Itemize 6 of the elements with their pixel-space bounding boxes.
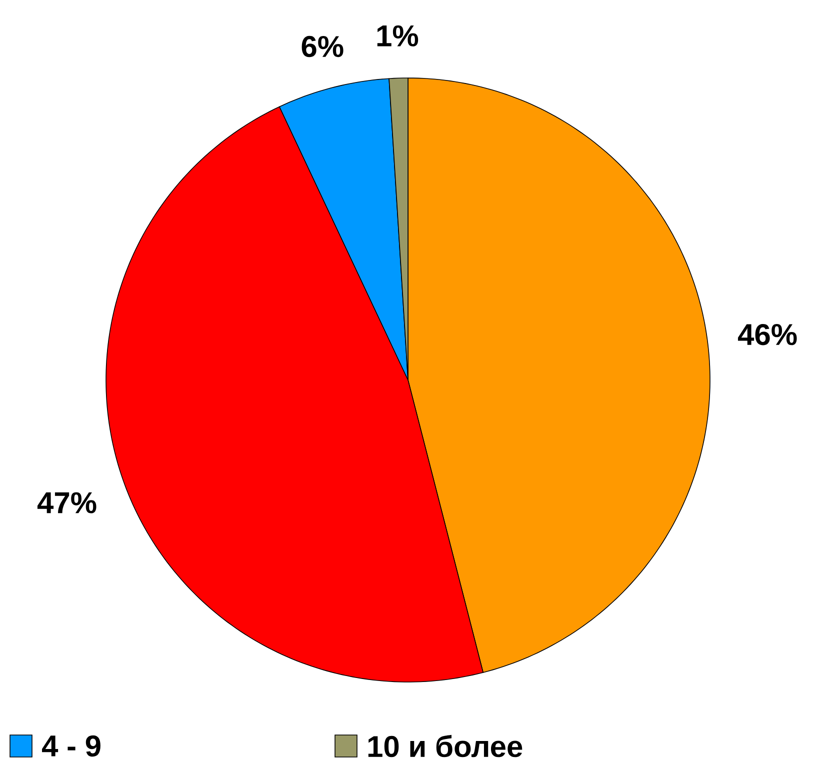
legend-label: 10 и более bbox=[368, 734, 522, 758]
data-label: 47% bbox=[37, 492, 96, 514]
data-label: 1% bbox=[377, 25, 418, 46]
data-label: 46% bbox=[738, 324, 797, 346]
data-label: 6% bbox=[302, 36, 344, 58]
legend-label: 4 - 9 bbox=[42, 735, 100, 757]
